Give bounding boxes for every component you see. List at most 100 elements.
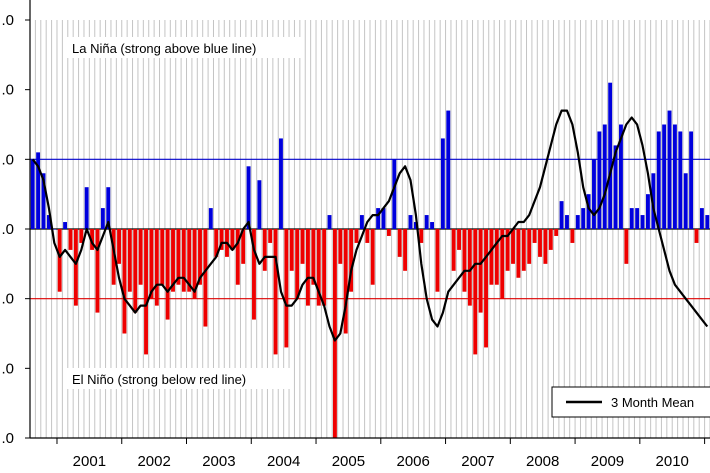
bar [46, 215, 51, 229]
bar [581, 208, 586, 229]
legend-label: 3 Month Mean [611, 395, 694, 410]
bar [592, 159, 596, 229]
bar [208, 208, 213, 229]
y-tick-label: .0 [1, 12, 14, 29]
bar [73, 229, 78, 306]
bar [57, 229, 62, 292]
bar [187, 229, 192, 292]
bar [198, 229, 202, 285]
y-tick-labels: .0 .0 .0 .0 .0 .0 .0 [1, 12, 30, 447]
bar [505, 229, 510, 271]
bar [154, 229, 159, 306]
bar [689, 131, 694, 229]
bar [252, 229, 256, 320]
y-tick-label: .0 [1, 82, 14, 99]
la-nina-annotation-box [66, 37, 302, 58]
bar [176, 229, 181, 285]
bar [111, 229, 116, 285]
x-tick-label: 2006 [396, 453, 429, 470]
bar [457, 229, 461, 250]
bar [586, 194, 591, 229]
bar [100, 208, 105, 229]
x-tick-label: 2009 [591, 453, 624, 470]
bar [608, 82, 613, 229]
bar [338, 229, 343, 264]
bar [419, 229, 424, 243]
bar [602, 124, 607, 229]
bar [273, 229, 278, 355]
x-tick-label: 2003 [202, 453, 235, 470]
bar [451, 229, 456, 271]
bar [662, 124, 667, 229]
bar [511, 229, 515, 264]
bar [656, 131, 661, 229]
bar [246, 166, 251, 229]
bar [597, 131, 602, 229]
y-tick-label: .0 [1, 360, 14, 377]
bar [30, 159, 35, 229]
x-tick-label: 2010 [656, 453, 689, 470]
bar [565, 215, 569, 229]
bar [381, 208, 386, 229]
bar [521, 229, 526, 271]
three-month-mean-line [31, 109, 709, 342]
bar [295, 229, 300, 299]
bar [268, 229, 273, 243]
bar [359, 215, 364, 229]
bar [289, 229, 294, 271]
bar [95, 229, 100, 313]
el-nino-annotation-box [66, 368, 290, 389]
bar [484, 229, 488, 348]
bar [365, 229, 370, 243]
bar [332, 229, 337, 438]
bar [489, 229, 494, 285]
bar [413, 222, 418, 229]
x-tick-label: 2005 [332, 453, 365, 470]
mean-line-path [31, 109, 709, 342]
bar [133, 229, 138, 313]
bar [548, 229, 553, 250]
bar [500, 229, 505, 299]
bar [694, 229, 699, 243]
bar [645, 194, 650, 229]
bar [230, 229, 235, 250]
bar [430, 222, 435, 229]
bar [678, 131, 683, 229]
bar [575, 215, 580, 229]
bar [667, 110, 672, 229]
bar [241, 229, 246, 264]
bar [149, 229, 154, 299]
bar [619, 124, 623, 229]
bar [640, 215, 645, 229]
bar [300, 229, 305, 264]
y-tick-label: .0 [1, 151, 14, 168]
bar [538, 229, 542, 257]
bar [672, 124, 677, 229]
bar [403, 229, 408, 271]
bar [305, 229, 310, 306]
x-tick-label: 2001 [73, 453, 106, 470]
bar [570, 229, 575, 243]
bar [435, 229, 440, 292]
bar [68, 229, 73, 250]
bar [651, 173, 656, 229]
bar [311, 229, 316, 285]
bar [192, 229, 197, 299]
bar [90, 229, 95, 250]
bar [257, 180, 262, 229]
bar [41, 173, 46, 229]
bar [629, 208, 634, 229]
bar [327, 215, 332, 229]
bar [624, 229, 629, 264]
bar [408, 215, 413, 229]
bar [370, 229, 375, 285]
la-nina-annotation: La Niña (strong above blue line) [72, 41, 256, 56]
y-tick-label: .0 [1, 291, 14, 308]
legend: 3 Month Mean [551, 386, 710, 418]
bar [284, 229, 289, 348]
bar [397, 229, 402, 257]
bar [543, 229, 548, 264]
x-tick-label: 2002 [137, 453, 170, 470]
bar [516, 229, 521, 278]
